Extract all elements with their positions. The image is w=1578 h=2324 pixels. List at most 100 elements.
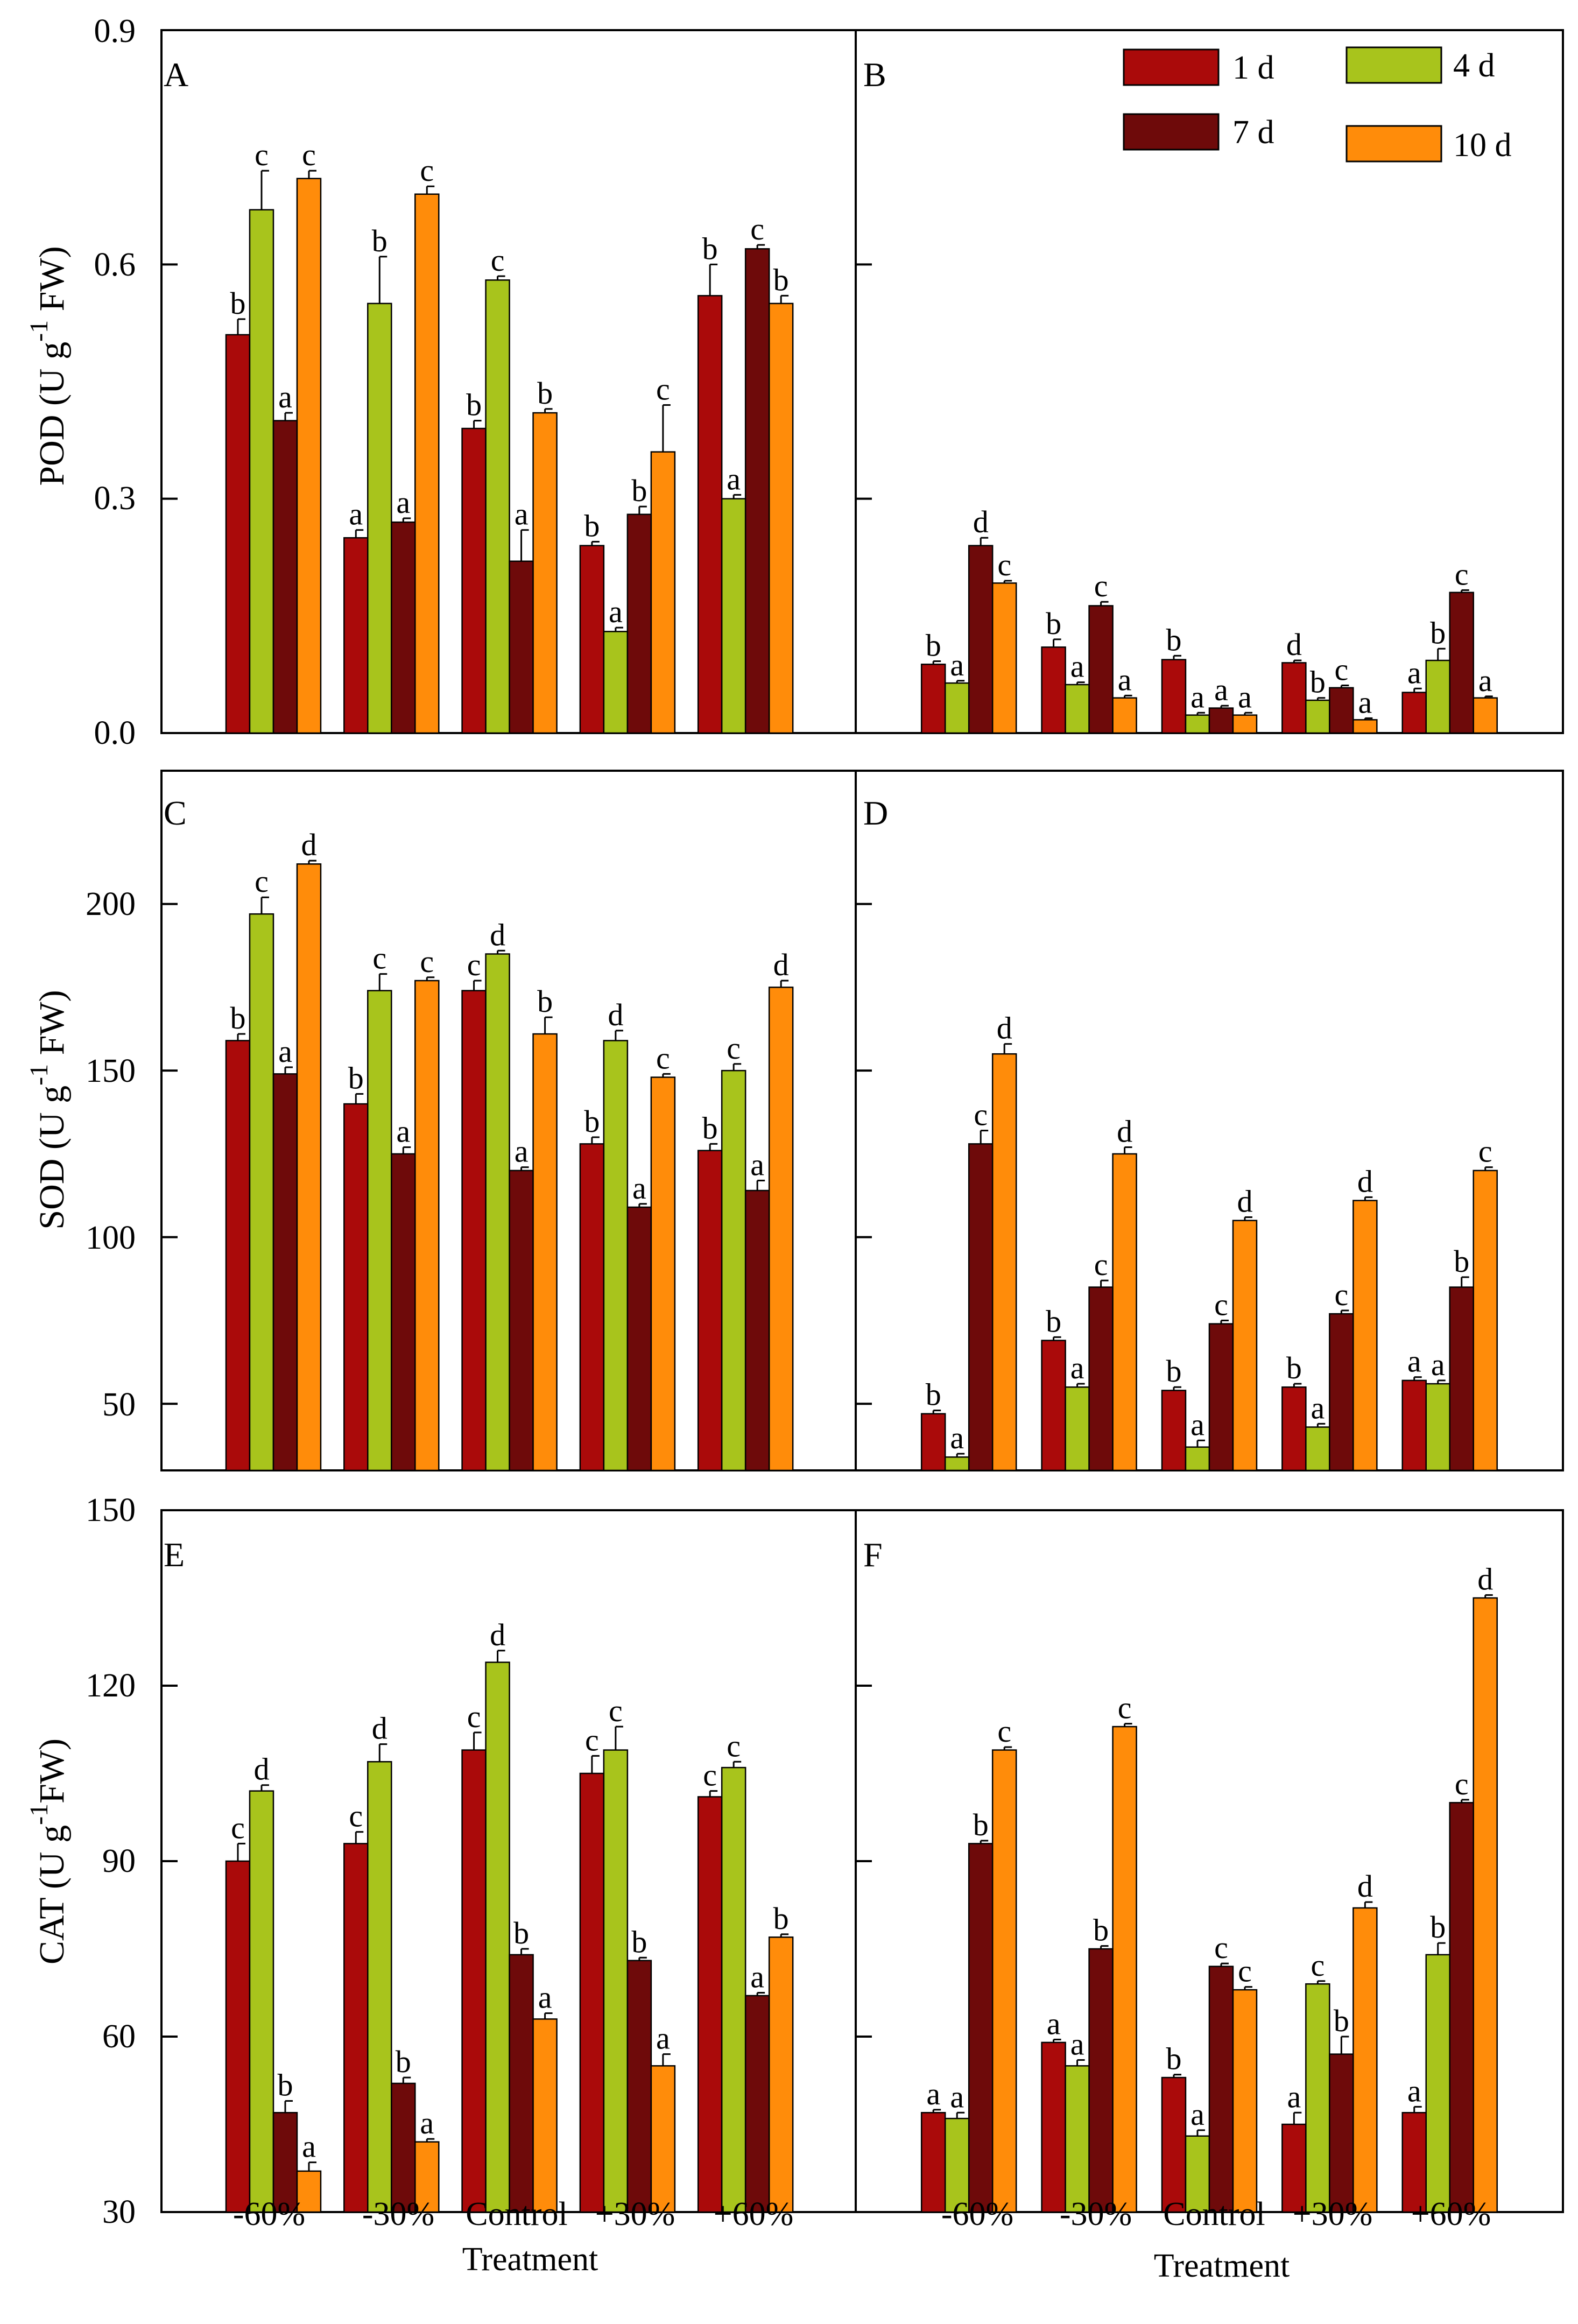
bar-F-4-1 xyxy=(1425,1954,1450,2213)
bar-A-0-3 xyxy=(296,178,322,734)
bar-F-4-2 xyxy=(1449,1802,1474,2213)
bar-D-1-3 xyxy=(1112,1153,1137,1471)
significance-letter-A-3-3: c xyxy=(656,372,670,407)
legend-swatch-4d xyxy=(1345,46,1442,84)
bar-B-0-2 xyxy=(968,545,994,734)
bar-D-2-2 xyxy=(1208,1323,1234,1471)
bar-E-1-0 xyxy=(343,1843,369,2213)
bar-A-3-2 xyxy=(626,513,652,734)
significance-letter-E-1-1: d xyxy=(372,1711,388,1746)
bar-F-3-3 xyxy=(1352,1907,1378,2213)
bar-A-1-1 xyxy=(367,302,392,734)
significance-letter-F-3-2: b xyxy=(1334,2003,1349,2038)
significance-letter-D-3-2: c xyxy=(1334,1277,1348,1312)
significance-letter-A-4-2: c xyxy=(750,212,764,247)
significance-letter-F-3-0: a xyxy=(1287,2079,1301,2114)
y-tick-label-cat-1: 60 xyxy=(102,2018,136,2055)
panel-letter-B: B xyxy=(863,55,886,94)
bar-E-1-3 xyxy=(414,2141,440,2213)
bar-B-3-1 xyxy=(1305,699,1330,734)
bar-B-2-0 xyxy=(1161,659,1187,734)
significance-letter-E-2-2: b xyxy=(513,1915,529,1950)
x-tick-label-left-0: -60% xyxy=(233,2196,305,2233)
significance-letter-F-0-2: b xyxy=(973,1807,989,1842)
significance-letter-A-1-1: b xyxy=(372,223,388,258)
y-axis-title-pod: POD (U g-1 FW) xyxy=(25,246,72,485)
significance-letter-A-2-0: b xyxy=(466,388,482,422)
bar-F-1-3 xyxy=(1112,1726,1137,2213)
bar-F-2-2 xyxy=(1208,1966,1234,2213)
bar-B-0-3 xyxy=(991,582,1017,734)
bar-A-0-2 xyxy=(272,420,298,734)
significance-letter-E-4-3: b xyxy=(773,1901,789,1936)
bar-A-2-3 xyxy=(532,412,558,734)
significance-letter-D-4-1: a xyxy=(1431,1347,1445,1382)
significance-letter-B-2-3: a xyxy=(1238,679,1252,714)
significance-letter-D-0-2: c xyxy=(974,1097,988,1132)
bar-F-1-0 xyxy=(1041,2041,1066,2213)
legend-swatch-1d xyxy=(1123,48,1220,86)
bar-E-0-0 xyxy=(225,1860,251,2213)
significance-letter-A-0-1: c xyxy=(255,137,269,172)
bar-A-1-3 xyxy=(414,193,440,734)
bar-F-3-0 xyxy=(1281,2123,1307,2213)
bar-D-3-2 xyxy=(1329,1313,1354,1471)
significance-letter-D-2-2: c xyxy=(1214,1287,1228,1322)
bar-D-4-3 xyxy=(1473,1170,1498,1471)
bar-E-4-2 xyxy=(744,1995,770,2213)
significance-letter-D-3-0: b xyxy=(1286,1350,1302,1385)
significance-letter-E-1-0: c xyxy=(349,1799,363,1834)
significance-letter-F-2-2: c xyxy=(1214,1930,1228,1965)
legend-label-7d: 7 d xyxy=(1232,114,1274,151)
bar-C-3-2 xyxy=(626,1206,652,1471)
bar-D-2-1 xyxy=(1185,1446,1210,1471)
y-tick-label-sod-3: 200 xyxy=(86,886,136,922)
x-tick-label-right-1: -30% xyxy=(1060,2196,1132,2233)
significance-letter-C-0-1: c xyxy=(255,864,269,899)
x-tick-label-left-4: +60% xyxy=(714,2196,794,2233)
bar-D-2-0 xyxy=(1161,1390,1187,1471)
significance-letter-C-3-1: d xyxy=(608,997,623,1032)
y-tick-label-pod-3: 0.9 xyxy=(94,13,136,50)
bar-B-3-0 xyxy=(1281,662,1307,734)
bar-A-2-0 xyxy=(461,427,487,734)
significance-letter-E-4-0: c xyxy=(703,1758,717,1793)
bar-D-0-2 xyxy=(968,1143,994,1471)
bar-B-1-0 xyxy=(1041,646,1066,734)
x-tick-label-right-0: -60% xyxy=(941,2196,1013,2233)
significance-letter-C-2-2: a xyxy=(515,1134,529,1169)
significance-letter-F-1-1: a xyxy=(1070,2026,1084,2061)
bar-F-1-2 xyxy=(1088,1948,1114,2213)
bar-F-0-2 xyxy=(968,1843,994,2213)
bar-E-2-3 xyxy=(532,2018,558,2213)
bar-C-2-2 xyxy=(509,1170,534,1471)
bar-D-2-3 xyxy=(1232,1220,1258,1471)
y-axis-title-cat: CAT (U g-1FW) xyxy=(25,1738,72,1964)
y-tick-label-sod-0: 50 xyxy=(102,1386,136,1423)
significance-letter-A-2-3: b xyxy=(537,376,553,411)
bar-A-4-3 xyxy=(768,302,794,734)
significance-letter-C-4-1: c xyxy=(727,1031,741,1066)
significance-letter-C-0-2: a xyxy=(278,1034,292,1069)
bar-D-1-0 xyxy=(1041,1340,1066,1471)
significance-letter-E-0-1: d xyxy=(253,1752,269,1787)
legend-label-10d: 10 d xyxy=(1453,127,1512,164)
bar-B-1-2 xyxy=(1088,605,1114,734)
panel-letter-F: F xyxy=(863,1536,883,1574)
significance-letter-B-0-1: a xyxy=(950,647,964,682)
y-tick-labels: 0.0 0.3 0.6 0.9 50 100 150 200 30 60 90 … xyxy=(86,13,136,2230)
bar-B-4-1 xyxy=(1425,659,1450,734)
bar-F-2-1 xyxy=(1185,2135,1210,2213)
y-tick-label-sod-1: 100 xyxy=(86,1220,136,1256)
significance-letter-B-1-3: a xyxy=(1118,662,1132,697)
significance-letter-B-0-3: c xyxy=(997,547,1011,582)
x-tick-label-left-2: Control xyxy=(466,2196,567,2233)
legend: 1 d 7 d 4 d 10 d xyxy=(1123,46,1512,164)
bar-B-0-0 xyxy=(920,664,946,734)
significance-letter-F-0-0: a xyxy=(926,2076,940,2111)
panel-letter-A: A xyxy=(164,55,188,94)
bar-C-4-3 xyxy=(768,987,794,1471)
significance-letter-B-0-0: b xyxy=(926,628,941,663)
bar-E-4-1 xyxy=(721,1766,746,2213)
